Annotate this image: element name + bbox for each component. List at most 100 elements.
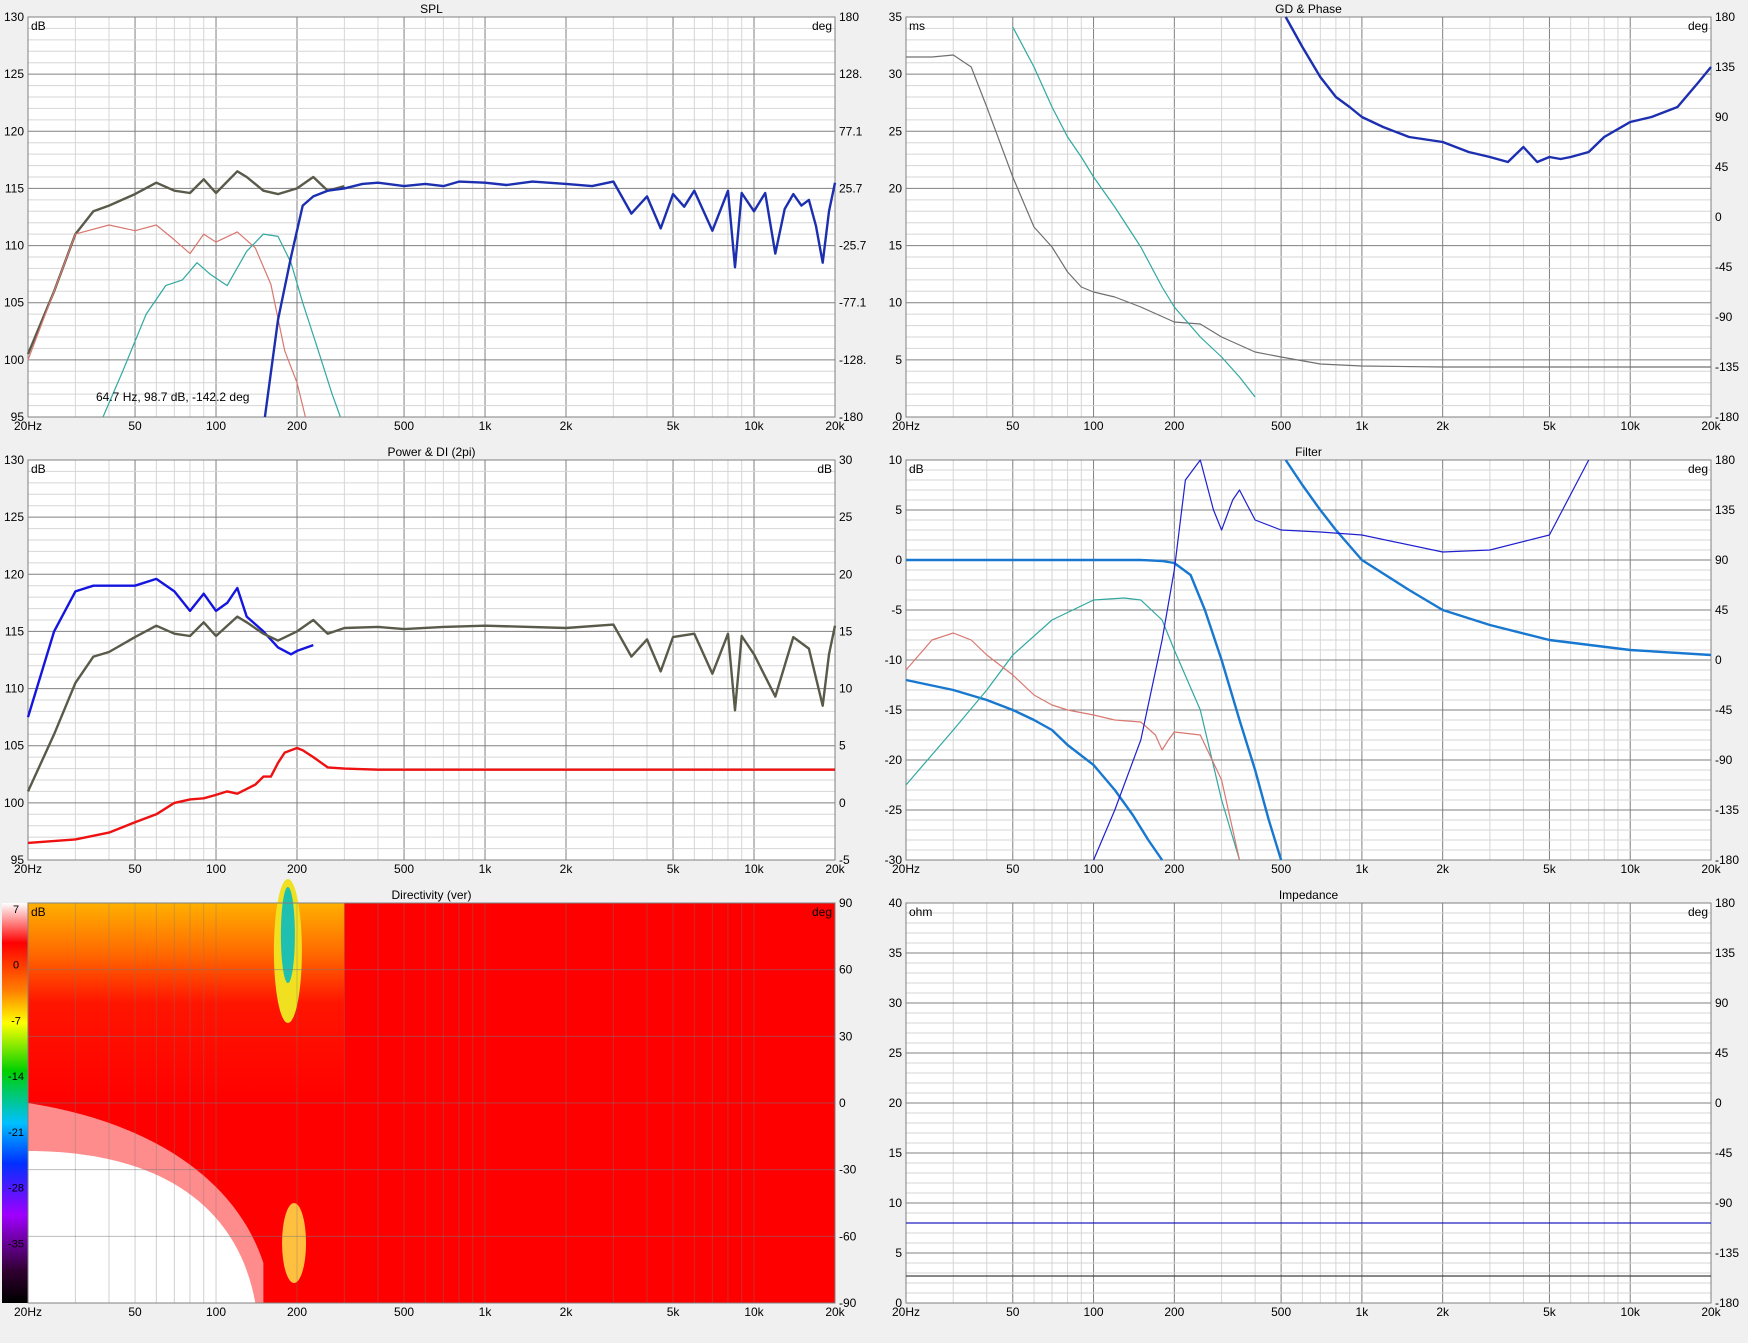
x-tick-label: 500 [394,862,414,876]
x-tick-label: 5k [1543,1305,1557,1319]
x-tick-label: 200 [1164,419,1184,433]
x-tick-label: 50 [128,862,142,876]
y-tick-label: -10 [885,653,903,667]
y2-tick-label: 90 [839,896,853,910]
colorbar-label: -28 [8,1183,24,1195]
y-tick-label: -30 [885,853,903,867]
y-tick-label: 5 [895,353,902,367]
y2-tick-label: -60 [839,1229,857,1243]
y2-tick-label: -180 [839,410,863,424]
series-line [906,558,1283,861]
y-unit-label: dB [31,462,46,476]
y2-tick-label: -90 [839,1296,857,1310]
y2-tick-label: 180 [839,10,859,24]
colorbar [2,903,28,1303]
y2-tick-label: -30 [839,1163,857,1177]
y2-tick-label: -90 [1715,310,1733,324]
heatmap-pink-region [28,1103,264,1303]
series-line [1093,459,1590,861]
y-tick-label: 10 [889,296,903,310]
y-tick-label: 20 [889,181,903,195]
series-line [905,632,1241,861]
x-tick-label: 1k [479,862,493,876]
y2-tick-label: -45 [1715,260,1733,274]
y2-tick-label: 180 [1715,453,1735,467]
x-tick-label: 10k [1621,862,1641,876]
x-tick-label: 100 [1084,419,1104,433]
x-tick-label: 1k [1356,419,1370,433]
y2-tick-label: 25.7 [839,181,863,195]
x-tick-label: 50 [1006,419,1020,433]
x-tick-label: 1k [479,419,493,433]
panel-directivity: 7 0 -7 -14 -21 -28 -35 -42 Directivity (ver) dB de… [2,879,857,1319]
series-line [1012,26,1256,398]
y2-tick-label: 0 [839,796,846,810]
x-tick-label: 10k [744,862,764,876]
y2-tick-label: 180 [1715,896,1735,910]
x-tick-label: 20k [1701,862,1721,876]
y2-tick-label: -135 [1715,360,1739,374]
colorbar-label: 0 [13,960,19,972]
y2-tick-label: 180 [1715,10,1735,24]
x-tick-label: 1k [1356,1305,1370,1319]
y-tick-label: 105 [4,739,24,753]
series-line [263,180,837,418]
x-tick-label: 20k [825,419,845,433]
series-line [1284,459,1712,657]
y-tick-label: 20 [889,1096,903,1110]
panel-title: Directivity (ver) [392,888,472,902]
y2-tick-label: 128. [839,67,862,81]
series-line [102,233,341,418]
y2-unit-label: deg [1688,905,1708,919]
y2-tick-label: 45 [1715,603,1729,617]
panel-title: Filter [1295,445,1322,459]
y2-tick-label: 10 [839,682,853,696]
y-unit-label: dB [31,19,46,33]
panel-spl: SPL dB deg 130 125 120 115 110 105 100 95 180 128. 77… [4,2,867,433]
y-tick-label: 110 [5,239,24,253]
x-tick-label: 20k [1701,419,1721,433]
y2-tick-label: -90 [1715,1196,1733,1210]
plot-area [906,17,1711,417]
y2-unit-label: deg [1688,462,1708,476]
y-tick-label: 0 [895,410,902,424]
grid [905,459,1712,861]
y-tick-label: 130 [4,453,24,467]
series-line [905,597,1241,861]
x-tick-label: 5k [667,1305,681,1319]
x-tick-label: 2k [560,419,574,433]
x-tick-label: 20Hz [892,419,920,433]
heatmap-lower-lobe [282,1203,307,1283]
y-tick-label: 25 [889,124,903,138]
y-tick-label: 105 [4,296,24,310]
series-line [26,615,837,792]
colorbar-label: -21 [8,1127,24,1139]
panel-title: SPL [420,2,443,16]
colorbar-label: -14 [8,1071,24,1083]
y-tick-label: 0 [895,553,902,567]
y-tick-label: 25 [889,1046,903,1060]
y-tick-label: 100 [4,353,24,367]
y2-tick-label: 90 [1715,553,1729,567]
panel-title: Impedance [1279,888,1339,902]
series-line [1284,16,1712,164]
y2-tick-label: 15 [839,624,853,638]
y2-tick-label: 0 [839,1096,846,1110]
y-tick-label: 110 [5,682,24,696]
y2-tick-label: -135 [1715,1246,1739,1260]
y-tick-label: -5 [891,603,902,617]
plot-area [28,460,835,860]
y-tick-label: 5 [895,1246,902,1260]
x-tick-label: 200 [1164,1305,1184,1319]
y2-tick-label: -45 [1715,703,1733,717]
y2-tick-label: 45 [1715,1046,1729,1060]
y-tick-label: 115 [5,624,24,638]
x-tick-label: 50 [1006,862,1020,876]
y-tick-label: 35 [889,946,903,960]
x-tick-label: 5k [1543,419,1557,433]
x-tick-label: 500 [394,419,414,433]
y2-tick-label: 45 [1715,160,1729,174]
y2-tick-label: 90 [1715,110,1729,124]
x-tick-label: 100 [206,862,226,876]
